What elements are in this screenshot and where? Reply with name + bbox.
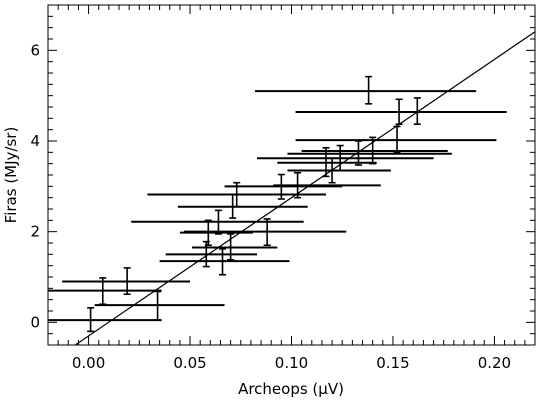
data-point [159, 248, 290, 276]
data-point [147, 181, 326, 208]
data-point [165, 240, 258, 268]
data-point [277, 147, 377, 178]
data-point [131, 209, 304, 235]
data-point [179, 219, 253, 247]
axis-ticks: 0.00 0.05 0.10 0.15 0.20 0 2 4 6 [30, 4, 536, 372]
x-tick-label: 0.10 [275, 354, 308, 372]
data-point [192, 233, 278, 261]
y-tick-label: 4 [30, 132, 40, 150]
data-point [295, 125, 497, 154]
x-tick-label: 0.15 [376, 354, 409, 372]
data-points [48, 75, 507, 333]
data-point [295, 98, 507, 126]
x-tick-label: 0.20 [478, 354, 511, 372]
data-point [287, 140, 452, 166]
fit-line-group [74, 31, 536, 346]
data-point [177, 193, 308, 219]
data-point [94, 290, 225, 321]
fit-line [74, 31, 536, 346]
data-point [257, 144, 434, 172]
data-point [254, 75, 477, 105]
data-point [48, 307, 162, 333]
x-tick-label: 0.05 [173, 354, 206, 372]
y-axis-title: Firas (MJy/sr) [2, 127, 20, 224]
y-tick-label: 6 [30, 41, 40, 59]
plot-frame [47, 4, 536, 346]
y-tick-label: 2 [30, 223, 40, 241]
y-tick-label: 0 [30, 313, 40, 331]
x-axis-title: Archeops (μV) [238, 380, 344, 398]
x-tick-label: 0.00 [72, 354, 105, 372]
